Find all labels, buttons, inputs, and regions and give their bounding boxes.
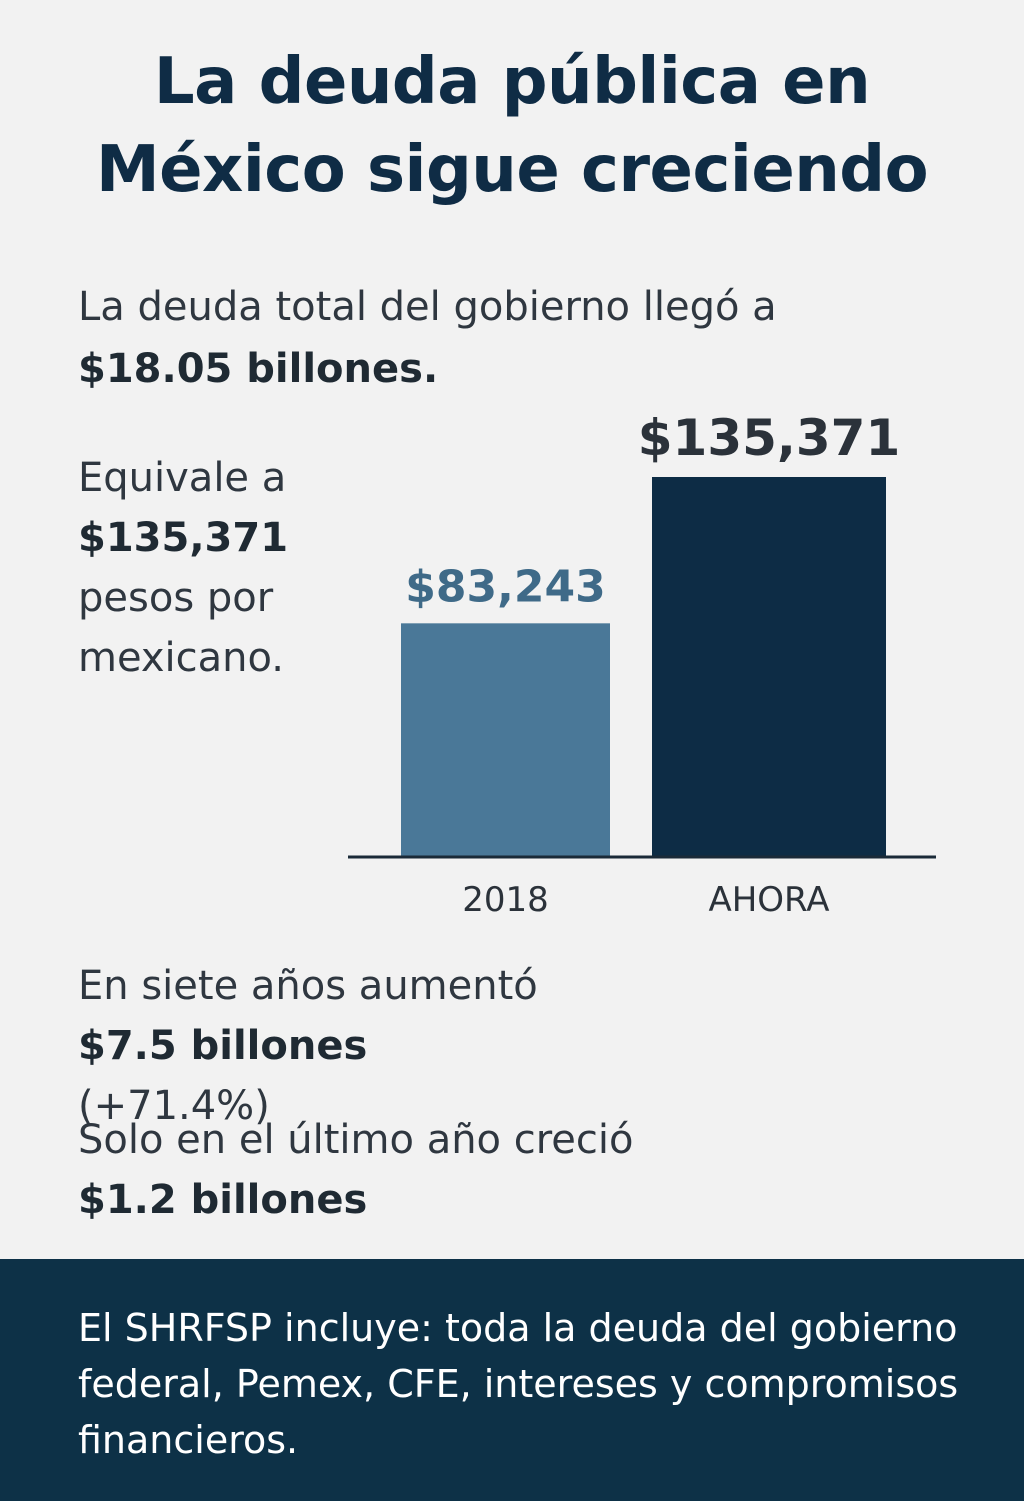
bar-2018: [401, 623, 610, 857]
data-label-ahora: $135,371: [638, 409, 901, 467]
seven-year-growth-statement: En siete años aumentó $7.5 billones (+71…: [78, 956, 998, 1136]
per-capita-line-1: Equivale a: [78, 455, 287, 501]
per-capita-value: $135,371: [78, 515, 289, 561]
debt-per-capita-bar-chart: $83,243 2018 $135,371 AHORA: [348, 409, 936, 920]
page-title: La deuda pública en México sigue crecien…: [0, 38, 1024, 214]
title-line-2: México sigue creciendo: [95, 133, 929, 207]
footer-banner: [0, 1259, 1024, 1501]
bar-ahora: [652, 477, 886, 857]
tick-label-ahora: AHORA: [708, 880, 829, 920]
per-capita-line-4: mexicano.: [78, 635, 284, 681]
data-label-2018: $83,243: [405, 561, 605, 612]
total-debt-text: La deuda total del gobierno llegó a: [78, 284, 777, 330]
last-year-growth-statement: Solo en el último año creció $1.2 billon…: [78, 1110, 998, 1230]
growth-percent: (+71.4%): [78, 1083, 270, 1129]
growth-value: $7.5 billones: [78, 1023, 368, 1069]
last-year-text: Solo en el último año creció: [78, 1117, 634, 1163]
footer-note: El SHRFSP incluye: toda la deuda del gob…: [78, 1306, 959, 1462]
per-capita-line-3: pesos por: [78, 575, 274, 621]
last-year-value: $1.2 billones: [78, 1177, 368, 1223]
total-debt-statement: La deuda total del gobierno llegó a $18.…: [78, 276, 978, 400]
total-debt-value: $18.05 billones.: [78, 346, 439, 392]
growth-text: En siete años aumentó: [78, 963, 538, 1009]
tick-label-2018: 2018: [462, 880, 549, 920]
title-line-1: La deuda pública en: [153, 45, 871, 119]
per-capita-statement: Equivale a $135,371 pesos por mexicano.: [78, 448, 378, 688]
